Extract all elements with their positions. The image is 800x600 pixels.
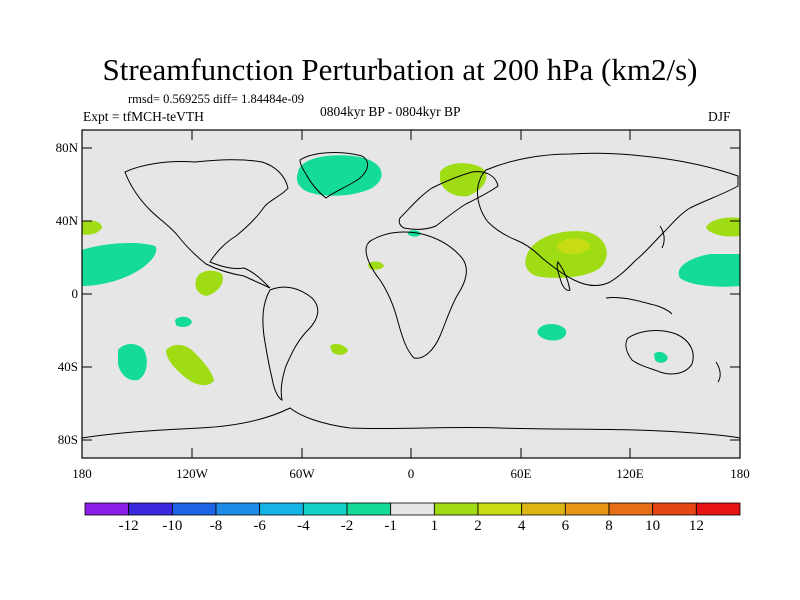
- lon-tick-label: 180: [72, 466, 92, 481]
- coastline-indonesia: [605, 297, 673, 315]
- colorbar-tick-label: 10: [645, 518, 661, 534]
- colorbar-swatch: [302, 502, 348, 516]
- coastline-south-america: [262, 286, 319, 401]
- negative-anomaly-northeast-pacific: [706, 217, 740, 237]
- colorbar-tick-label: 8: [605, 518, 613, 534]
- colorbar-swatch: [652, 502, 697, 516]
- colorbar-tick-label: 12: [688, 518, 704, 534]
- lon-tick-label: 120E: [616, 466, 644, 481]
- colorbar-tick-label: 1: [430, 518, 439, 534]
- lat-tick-label: 80S: [57, 432, 78, 447]
- period-label: 0804kyr BP - 0804kyr BP: [320, 104, 461, 119]
- lat-tick-label: 0: [71, 286, 79, 301]
- lat-tick-label: 40S: [57, 359, 78, 374]
- colorbar-swatch: [215, 502, 261, 516]
- negative-anomaly-small-1: [175, 316, 192, 327]
- coastline-japan: [659, 225, 665, 249]
- axis-ticks: [82, 130, 740, 458]
- positive-anomaly-south-pacific: [166, 344, 214, 386]
- negative-anomaly-small-3: [654, 351, 668, 363]
- positive-anomaly-pacific-tropics: [195, 270, 223, 296]
- lon-tick-label: 120W: [176, 466, 208, 481]
- coastline-north-america: [124, 159, 289, 289]
- lon-tick-label: 60E: [510, 466, 532, 481]
- negative-anomaly-indian-ocean: [537, 324, 567, 341]
- experiment-label: Expt = tfMCH-teVTH: [83, 109, 204, 124]
- colorbar-swatch: [84, 502, 130, 516]
- colorbar-tick-label: 2: [474, 518, 482, 534]
- colorbar-tick-label: -1: [384, 518, 397, 534]
- lat-tick-label: 80N: [55, 140, 78, 155]
- lon-tick-label: 180: [730, 466, 750, 481]
- colorbar-swatch: [608, 502, 654, 516]
- colorbar-swatch: [346, 502, 392, 516]
- coastline-india: [556, 261, 571, 291]
- positive-anomaly-south-atlantic: [330, 343, 348, 355]
- colorbar-swatch: [128, 502, 173, 516]
- negative-anomaly-north-pacific-west: [82, 243, 157, 286]
- negative-anomaly-north-pacific-east: [678, 254, 740, 287]
- colorbar-swatch: [695, 502, 741, 516]
- negative-anomaly-south-pacific: [118, 344, 147, 381]
- colorbar-swatch: [433, 502, 479, 516]
- coastline-antarctica: [81, 407, 741, 439]
- colorbar-swatch: [390, 502, 435, 516]
- colorbar-swatch: [521, 502, 566, 516]
- map-background: [82, 130, 740, 458]
- coastline-africa: [365, 231, 467, 359]
- season-label: DJF: [708, 109, 731, 124]
- colorbar-tick-label: 4: [517, 518, 526, 534]
- anomaly-shading: [82, 155, 740, 386]
- coastline-europe: [398, 171, 499, 230]
- colorbar: [84, 502, 741, 516]
- positive-anomaly-asia-core: [557, 238, 590, 254]
- colorbar-swatch: [171, 502, 217, 516]
- stats-text: rmsd= 0.569255 diff= 1.84484e-09: [128, 92, 305, 106]
- lon-tick-label: 0: [407, 466, 415, 481]
- coastline-australia: [625, 330, 694, 375]
- colorbar-tick-label: -4: [297, 518, 310, 534]
- colorbar-tick-label: -12: [118, 518, 139, 534]
- colorbar-tick-label: 6: [561, 518, 570, 534]
- coastline-new-zealand: [715, 361, 721, 383]
- lat-tick-label: 40N: [55, 213, 78, 228]
- negative-anomaly-greenland: [296, 155, 382, 196]
- lon-tick-label: 60W: [289, 466, 315, 481]
- plot-title: Streamfunction Perturbation at 200 hPa (…: [102, 52, 698, 87]
- colorbar-tick-label: -8: [209, 518, 223, 534]
- colorbar-tick-label: -6: [253, 518, 266, 534]
- colorbar-swatch: [259, 502, 304, 516]
- colorbar-swatch: [477, 502, 523, 516]
- coastlines: [81, 152, 741, 439]
- positive-anomaly-atlantic-north: [82, 220, 102, 235]
- coastline-greenland: [299, 152, 369, 199]
- colorbar-swatch: [564, 502, 610, 516]
- coastline-asia: [477, 152, 739, 287]
- colorbar-tick-label: -10: [162, 518, 183, 534]
- colorbar-tick-label: -2: [340, 518, 354, 534]
